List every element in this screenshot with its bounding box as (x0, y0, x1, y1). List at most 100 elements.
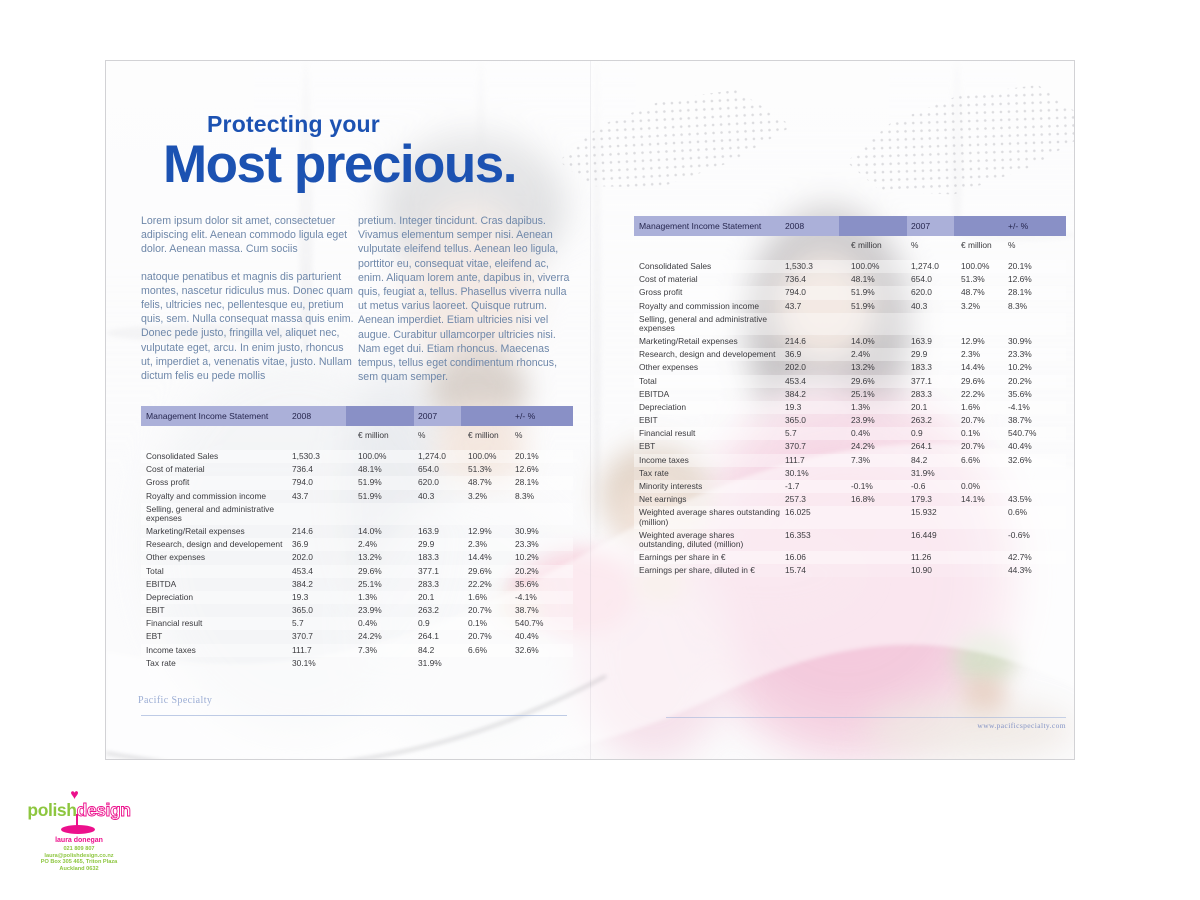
row-value: 202.0 (785, 362, 806, 373)
row-value: 620.0 (418, 477, 439, 488)
row-value: 8.3% (515, 490, 535, 501)
row-value: 654.0 (418, 464, 439, 475)
row-value (910, 313, 960, 316)
table-row: Earnings per share in € 16.06 11.26 42.7% (634, 550, 1066, 564)
table-row: Other expenses 202.0 13.2% 183.3 14.4% 10.2% (141, 551, 573, 565)
row-value: 43.5% (1008, 494, 1032, 505)
footer-rule-left (141, 715, 567, 716)
table-row: Financial result 5.7 0.4% 0.9 0.1% 540.7% (141, 617, 573, 631)
table-row: Depreciation 19.3 1.3% 20.1 1.6% -4.1% (141, 590, 573, 605)
row-value: 31.9% (911, 467, 935, 478)
row-label: Minority interests (639, 481, 703, 491)
subheader-label: € million (961, 240, 992, 250)
table-title: Management Income Statement (639, 221, 762, 231)
row-value: 36.9 (292, 539, 309, 550)
table-subheader: € million % € million % (141, 428, 573, 442)
row-value (850, 506, 910, 509)
table-row: Cost of material 736.4 48.1% 654.0 51.3% 12.6… (141, 463, 573, 477)
row-label: Selling, general and administrative expe… (146, 503, 275, 524)
row-value: 370.7 (785, 441, 806, 452)
row-value: 16.06 (785, 551, 806, 562)
table-row: Selling, general and administrative expe… (141, 502, 573, 525)
row-value (960, 564, 1007, 567)
row-value (784, 313, 850, 316)
row-value: 35.6% (515, 578, 539, 589)
row-value: 100.0% (468, 451, 497, 461)
row-label: Other expenses (146, 552, 206, 563)
table-row: Weighted average shares outstanding, dil… (634, 528, 1066, 551)
table-row: Tax rate 30.1% 31.9% (634, 466, 1066, 480)
row-value: 20.1% (1008, 261, 1032, 271)
logo-word-design: design (76, 800, 131, 820)
row-label: Income taxes (146, 644, 196, 655)
contact-email: laura@polishdesign.co.nz (44, 852, 114, 859)
table-row: Income taxes 111.7 7.3% 84.2 6.6% 32.6% (634, 453, 1066, 467)
row-value: 20.1 (418, 591, 435, 602)
row-value: 16.353 (785, 529, 811, 540)
contact-phone: 021 809 807 (63, 846, 95, 852)
row-value: 20.2% (515, 565, 539, 576)
row-value: 2.3% (468, 539, 488, 550)
row-value: 29.9 (911, 349, 928, 360)
row-value: 0.1% (468, 618, 488, 629)
table-row: Royalty and commission income 43.7 51.9% 40… (634, 299, 1066, 313)
row-value: 15.932 (911, 507, 937, 518)
row-value (850, 551, 910, 554)
studio-contact: laura donegan 021 809 807 laura@polishde… (14, 837, 144, 872)
row-value: 29.6% (851, 375, 875, 386)
row-value (1007, 480, 1066, 483)
row-value: -1.7 (785, 481, 800, 491)
column-year-2008: 2008 (292, 411, 312, 421)
row-value: 365.0 (785, 415, 806, 426)
row-value: 2.3% (961, 349, 981, 360)
table-row: Income taxes 111.7 7.3% 84.2 6.6% 32.6% (141, 643, 573, 657)
row-value: 111.7 (292, 644, 312, 655)
row-value (960, 529, 1007, 532)
row-value: 28.1% (1008, 287, 1032, 298)
row-value: 12.9% (468, 525, 492, 536)
row-value: 10.2% (1008, 362, 1032, 373)
row-value: 24.2% (851, 441, 875, 452)
headline-line1: Protecting your (207, 111, 380, 137)
contact-address-1: PO Box 305 465, Triton Plaza (40, 859, 118, 866)
row-value: 7.3% (851, 454, 871, 465)
row-label: Financial result (146, 618, 203, 629)
spread-fold-line (590, 61, 591, 759)
row-label: Weighted average shares outstanding (mil… (639, 507, 780, 527)
row-value: 14.1% (961, 494, 985, 505)
row-value: 14.0% (358, 525, 382, 536)
website-url: www.pacificspecialty.com (977, 721, 1066, 730)
row-value: 12.6% (1008, 274, 1032, 285)
row-value: 48.1% (358, 464, 382, 475)
column-year-2007: 2007 (911, 221, 931, 231)
row-value: 3.2% (961, 300, 981, 311)
row-value: 202.0 (292, 552, 313, 563)
drip-stem-icon (76, 814, 79, 827)
row-value: 794.0 (292, 477, 313, 488)
row-value: 0.4% (851, 428, 871, 439)
row-value: 6.6% (468, 644, 488, 655)
row-value: 1,530.3 (292, 451, 320, 461)
row-value: 6.6% (961, 454, 981, 465)
table-row: Consolidated Sales 1,530.3 100.0% 1,274.0 10… (634, 260, 1066, 274)
row-value (514, 657, 573, 660)
table-row: Royalty and commission income 43.7 51.9% 40… (141, 489, 573, 503)
row-value: 25.1% (851, 388, 875, 399)
row-value: 48.7% (468, 477, 492, 488)
row-value: 14.0% (851, 335, 875, 346)
row-value: 36.9 (785, 349, 802, 360)
row-value: 13.2% (851, 362, 875, 373)
row-label: Royalty and commission income (146, 490, 267, 501)
table-row: Research, design and developement 36.9 2.4… (634, 348, 1066, 362)
row-value: 0.1% (961, 428, 981, 439)
row-label: Gross profit (146, 477, 190, 488)
contact-address-2: Auckland 0632 (59, 865, 99, 872)
row-value: 24.2% (358, 631, 382, 642)
row-value: 183.3 (911, 362, 932, 373)
row-value: 5.7 (785, 428, 797, 439)
body-paragraph: natoque penatibus et magnis dis parturie… (141, 270, 354, 383)
row-label: Royalty and commission income (639, 300, 760, 311)
heart-icon: ♥ (70, 786, 79, 802)
table-header-band: Management Income Statement 2008 2007 +/… (141, 406, 573, 426)
client-logo: Pacific Specialty (138, 695, 213, 706)
